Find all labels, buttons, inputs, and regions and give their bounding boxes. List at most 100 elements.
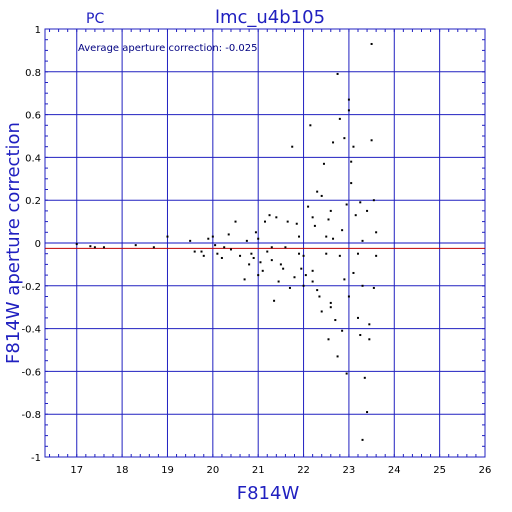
y-tick-label: 0.6 (25, 111, 41, 122)
data-point (254, 231, 257, 234)
data-point (304, 274, 307, 277)
data-point (347, 295, 350, 298)
data-point (245, 239, 248, 242)
data-point (375, 254, 378, 257)
data-point (93, 246, 96, 249)
data-point (341, 229, 344, 232)
data-point (343, 278, 346, 281)
data-point (250, 252, 253, 255)
data-point (343, 137, 346, 140)
data-point (366, 209, 369, 212)
reference-lines (45, 242, 485, 249)
data-point (313, 224, 316, 227)
data-point (338, 117, 341, 120)
data-point (320, 310, 323, 313)
x-tick-label: 24 (388, 465, 401, 476)
data-point (356, 252, 359, 255)
data-point (259, 261, 262, 264)
data-point (300, 267, 303, 270)
data-point (316, 289, 319, 292)
y-tick-label: 1 (35, 25, 41, 36)
data-point (264, 220, 266, 223)
data-point (341, 329, 344, 332)
data-point (216, 252, 219, 255)
data-point (347, 109, 350, 112)
data-point (311, 216, 314, 219)
data-point (325, 252, 328, 255)
data-point (257, 237, 260, 240)
data-point (320, 194, 323, 197)
data-point (329, 209, 332, 212)
data-point (354, 214, 357, 217)
data-point (311, 269, 314, 272)
data-point (257, 274, 260, 277)
data-point (325, 235, 328, 238)
data-point (361, 438, 364, 441)
data-point (298, 235, 301, 238)
y-tick-label: -0.2 (21, 282, 41, 293)
data-points (75, 42, 378, 441)
data-point (200, 250, 203, 253)
data-point (193, 250, 196, 253)
data-point (302, 254, 305, 257)
data-point (345, 203, 348, 206)
data-point (298, 252, 301, 255)
data-point (327, 218, 330, 221)
x-tick-label: 21 (252, 465, 265, 476)
data-point (352, 145, 355, 148)
data-point (295, 222, 298, 225)
data-point (347, 98, 350, 101)
data-point (329, 306, 332, 309)
data-point (316, 190, 319, 193)
data-point (229, 248, 232, 251)
y-axis-label: F814W aperture correction (3, 122, 24, 364)
data-point (309, 124, 312, 127)
y-tick-label: -0.8 (21, 410, 41, 421)
data-point (307, 205, 310, 208)
data-point (270, 259, 273, 262)
y-tick-label: -0.6 (21, 367, 41, 378)
y-tick-label: -1 (31, 453, 41, 464)
x-axis-label: F814W (237, 483, 300, 504)
x-tick-label: 20 (206, 465, 219, 476)
data-point (322, 162, 325, 165)
data-point (268, 214, 271, 217)
data-point (220, 256, 223, 259)
data-point (211, 235, 214, 238)
data-point (239, 254, 242, 257)
data-point (345, 372, 348, 375)
data-point (89, 245, 92, 248)
data-point (234, 220, 237, 223)
data-point (336, 355, 339, 358)
data-point (214, 244, 217, 247)
data-point (282, 267, 285, 270)
x-tick-label: 19 (161, 465, 174, 476)
data-point (243, 278, 246, 281)
data-point (266, 250, 269, 253)
data-point (372, 286, 375, 289)
data-point (189, 239, 192, 242)
data-point (75, 243, 78, 246)
data-point (375, 231, 378, 234)
data-point (334, 319, 337, 322)
data-point (152, 246, 155, 249)
data-point (288, 286, 291, 289)
data-point (332, 237, 335, 240)
data-point (270, 246, 273, 249)
y-tick-label: 0.4 (25, 153, 41, 164)
data-point (370, 42, 373, 45)
data-point (359, 201, 362, 204)
data-point (279, 263, 282, 266)
chart-title: lmc_u4b105 (215, 7, 325, 28)
data-point (352, 271, 355, 274)
data-point (293, 276, 296, 279)
data-point (318, 295, 321, 298)
x-tick-label: 25 (433, 465, 446, 476)
grid-layer (44, 28, 486, 458)
data-point (361, 284, 364, 287)
data-point (273, 299, 276, 302)
data-point (372, 199, 375, 202)
data-point (368, 323, 371, 326)
data-point (368, 338, 371, 341)
data-point (275, 216, 278, 219)
